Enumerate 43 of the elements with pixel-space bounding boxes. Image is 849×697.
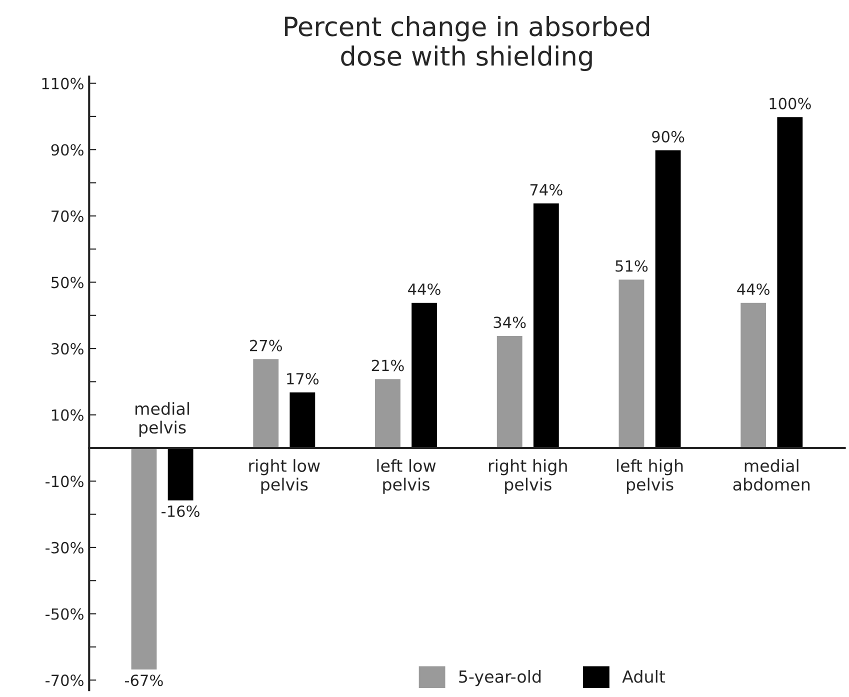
chart-title: Percent change in absorbed dose with shielding (285, 16, 650, 72)
x-tick-label: right high pelvis (489, 459, 567, 494)
bar (776, 116, 804, 449)
bar (374, 378, 402, 449)
y-tick-label: -10% (46, 476, 84, 488)
data-label: 21% (372, 360, 404, 372)
data-label: 44% (408, 283, 440, 295)
y-tick-label: 30% (51, 343, 84, 355)
bar (166, 447, 195, 502)
data-label: 51% (616, 260, 648, 272)
bar (654, 148, 682, 449)
y-tick-label: 10% (52, 409, 84, 421)
bar (739, 301, 768, 449)
y-tick-label: -50% (46, 608, 84, 620)
bar (496, 334, 524, 449)
data-label: 27% (250, 340, 282, 352)
data-label: -16% (162, 505, 200, 518)
y-tick-label: 50% (52, 276, 84, 288)
bar (130, 447, 158, 671)
legend-label: Adult (622, 670, 666, 683)
data-label: 17% (287, 372, 319, 385)
data-label: 74% (530, 184, 562, 196)
data-label: 100% (770, 98, 811, 110)
bar (532, 202, 560, 449)
y-tick-label: 110% (42, 78, 84, 90)
x-tick-label: right low pelvis (249, 459, 320, 494)
y-tick-label: 70% (52, 210, 84, 222)
data-label: 34% (494, 316, 526, 328)
y-tick-label: 90% (51, 144, 84, 156)
data-label: -67% (125, 674, 163, 686)
x-tick-label: left low pelvis (377, 459, 436, 494)
bar (410, 301, 438, 449)
x-tick-label: medial pelvis (136, 402, 189, 437)
data-label: 44% (737, 283, 770, 295)
data-label: 90% (652, 130, 684, 142)
bar (252, 358, 280, 449)
x-tick-label: medial abdomen (733, 459, 810, 491)
x-tick-label: left high pelvis (617, 459, 683, 494)
bar (617, 278, 646, 449)
y-tick-label: -70% (46, 674, 84, 686)
y-tick-label: -30% (46, 542, 84, 554)
bar (288, 390, 317, 449)
legend-label: 5-year-old (459, 670, 541, 686)
